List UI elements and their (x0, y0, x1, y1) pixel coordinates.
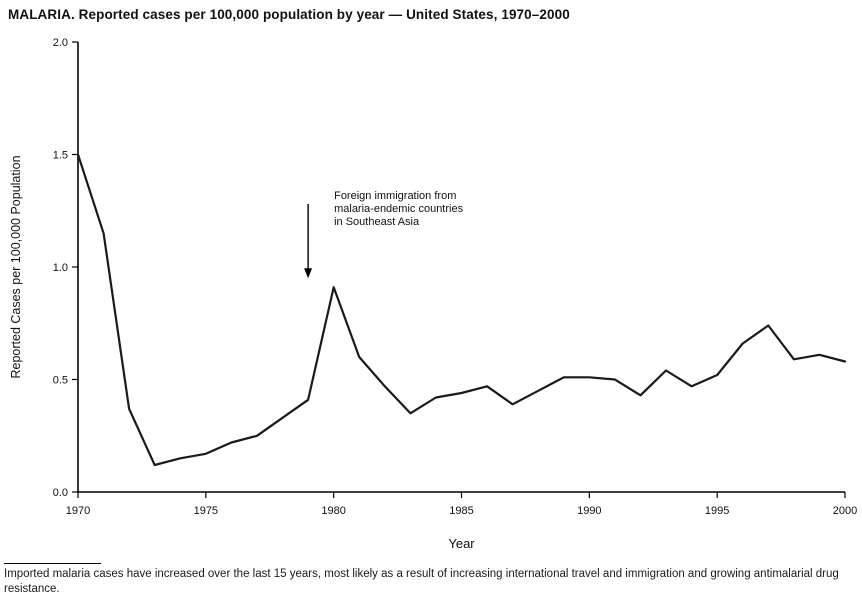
x-tick-label: 1980 (321, 505, 345, 517)
line-chart: 0.0 0.5 1.0 1.5 2.0 1970 1975 1980 1985 1990 1995 2… (9, 37, 857, 551)
x-tick-label: 1975 (194, 505, 218, 517)
x-tick-label: 1995 (705, 505, 729, 517)
x-axis-label: Year (448, 536, 475, 551)
footnote-rule (4, 563, 101, 564)
x-tick-label: 1970 (66, 505, 90, 517)
y-tick-label: 1.5 (53, 150, 68, 162)
x-tick-label: 1990 (577, 505, 601, 517)
y-tick-label: 0.0 (53, 487, 68, 499)
annotation-text-line: Foreign immigration from (334, 190, 456, 202)
footnote-text: Imported malaria cases have increased ov… (4, 568, 839, 595)
footnote: Imported malaria cases have increased ov… (4, 563, 858, 597)
malaria-series-line (76, 153, 847, 467)
annotation-text-line: in Southeast Asia (334, 216, 420, 228)
x-tick-label: 1985 (449, 505, 473, 517)
y-tick-label: 1.0 (53, 262, 68, 274)
chart-title: MALARIA. Reported cases per 100,000 popu… (8, 7, 570, 22)
annotation-text-line: malaria-endemic countries (334, 203, 463, 215)
y-tick-label: 0.5 (53, 375, 68, 387)
annotation-arrowhead (304, 268, 313, 279)
x-tick-label: 2000 (833, 505, 857, 517)
y-axis-label: Reported Cases per 100,000 Population (9, 155, 23, 378)
y-tick-label: 2.0 (53, 37, 68, 49)
